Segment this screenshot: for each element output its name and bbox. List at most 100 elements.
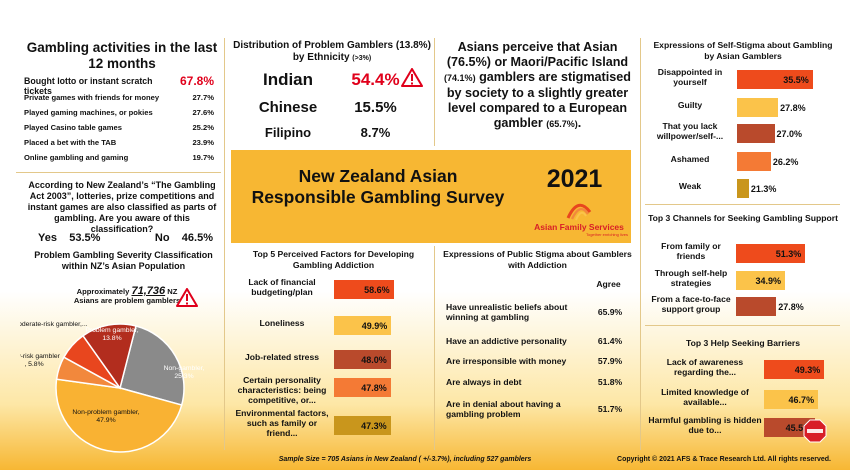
bar-value-label: 34.9%	[755, 276, 782, 286]
pie-slice-label: Problem gambler, 13.8%	[85, 327, 138, 342]
self-stigma-title: Expressions of Self-Stigma about Gamblin…	[653, 40, 833, 61]
yes-value: 53.5%	[69, 232, 101, 244]
bar	[764, 390, 819, 409]
bar	[334, 378, 391, 397]
activity-label: Bought lotto or instant scratch tickets	[24, 76, 153, 96]
org-tagline: Together enriching lives	[585, 232, 628, 237]
perception-line1: Asians perceive that Asian (76.5%) or Ma…	[446, 40, 629, 69]
bar-category-label: Loneliness	[259, 318, 305, 328]
public-stigma-title: Expressions of Public Stigma about Gambl…	[443, 249, 632, 270]
divider	[640, 38, 641, 450]
bar-value-label: 47.8%	[361, 383, 387, 393]
activity-value: 25.2%	[192, 123, 214, 132]
public-stigma-value: 51.8%	[597, 377, 623, 387]
activity-row: Played Casino table games 25.2%	[24, 123, 214, 132]
bar-category-label: Limited knowledge of available...	[661, 387, 749, 407]
activity-label: Played gaming machines, or pokies	[24, 108, 153, 117]
perception-text: Asians perceive that Asian (76.5%) or Ma…	[440, 40, 635, 132]
agree-column-header: Agree	[596, 279, 621, 289]
afs-logo-icon	[566, 203, 592, 221]
public-stigma-label: Are irresponsible with money	[446, 356, 567, 366]
ethnicity-title-text: Distribution of Problem Gamblers (13.8%)…	[233, 40, 431, 63]
perception-pct2: (65.7%)	[546, 119, 578, 129]
activity-value: 67.8%	[179, 74, 214, 88]
activity-row: Placed a bet with the TAB 23.9%	[24, 138, 214, 147]
factors-title: Top 5 Perceived Factors for Developing G…	[252, 249, 415, 270]
activity-value: 23.9%	[192, 138, 214, 147]
stop-sign-icon	[803, 419, 827, 443]
no-label: No	[154, 232, 170, 244]
ethnicity-name: Chinese	[258, 99, 318, 116]
bar-category-label: Ashamed	[670, 154, 710, 164]
bar-value-label: 27.0%	[776, 129, 803, 139]
sample-size-note: Sample Size = 705 Asians in New Zealand …	[278, 456, 532, 463]
approx-number: 71,736	[131, 285, 166, 297]
bar	[737, 124, 775, 143]
public-stigma-label: Are in denial about having a gambling pr…	[446, 399, 561, 419]
banner-year: 2021	[546, 165, 603, 193]
bar-category-label: Through self-help strategies	[654, 268, 728, 288]
bar-value-label: 27.8%	[780, 103, 806, 113]
activity-label: Online gambling and gaming	[24, 153, 129, 162]
channels-title: Top 3 Channels for Seeking Gambling Supp…	[648, 213, 838, 223]
bar-category-label: From a face-to-face support group	[651, 294, 731, 314]
activity-value: 27.7%	[192, 93, 214, 102]
bar	[764, 418, 816, 437]
bar	[737, 152, 771, 171]
public-stigma-value: 57.9%	[597, 356, 623, 366]
bar-value-label: 27.8%	[778, 302, 804, 312]
approx-line2: Asians are problem gamblers	[73, 296, 181, 305]
public-stigma-value: 61.4%	[597, 336, 623, 346]
bar-value-label: 35.5%	[783, 75, 809, 85]
activities-title: Gambling activities in the last 12 month…	[26, 40, 218, 71]
bar-value-label: 58.6%	[364, 285, 390, 295]
bar	[334, 316, 392, 335]
divider	[434, 246, 435, 450]
activity-row: Played gaming machines, or pokies 27.6%	[24, 108, 214, 117]
bar	[334, 416, 391, 435]
bar-value-label: 51.3%	[775, 249, 802, 259]
bar-category-label: From family or friends	[661, 241, 721, 261]
bar-category-label: Lack of awareness regarding the...	[666, 357, 744, 377]
severity-pie-chart: Non-gambler, 25.3% Non-problem gambler, 47.…	[20, 321, 205, 453]
activity-row: Private games with friends for money 27.…	[24, 93, 214, 102]
bar	[764, 360, 825, 379]
divider	[434, 38, 435, 146]
banner-title: New Zealand Asian Responsible Gambling S…	[251, 166, 505, 207]
bar	[334, 280, 394, 299]
ethnicity-value: 8.7%	[360, 125, 391, 140]
bar	[736, 297, 777, 316]
pie-slice-label: Low-risk gambler, 5.8%	[20, 353, 61, 368]
divider	[645, 204, 840, 205]
activity-value: 27.6%	[192, 108, 214, 117]
pie-slice-label: Moderate-risk gambler,...	[20, 321, 88, 328]
warning-icon	[176, 288, 198, 307]
activity-label: Private games with friends for money	[24, 93, 160, 102]
pie-slice	[81, 323, 137, 390]
ethnicity-title-note: (>3%)	[352, 55, 372, 62]
perception-pct1: (74.1%)	[444, 73, 476, 83]
activity-row: Online gambling and gaming 19.7%	[24, 153, 214, 162]
bar	[737, 179, 749, 198]
activity-label: Placed a bet with the TAB	[24, 138, 117, 147]
ethnicity-name: Indian	[262, 70, 314, 89]
activity-row: Bought lotto or instant scratch tickets …	[24, 74, 214, 96]
public-stigma-label: Are always in debt	[446, 377, 522, 387]
ethnicity-title: Distribution of Problem Gamblers (13.8%)…	[232, 40, 432, 65]
public-stigma-value: 65.9%	[597, 307, 623, 317]
divider	[16, 172, 221, 173]
ethnicity-value: 54.4%	[351, 70, 400, 89]
bar-category-label: Job-related stress	[244, 352, 320, 362]
bar-category-label: Certain personality characteristics: bei…	[237, 375, 327, 405]
divider	[645, 325, 840, 326]
no-value: 46.5%	[181, 232, 213, 244]
bar-value-label: 47.3%	[361, 421, 387, 431]
bar-category-label: Disappointed in yourself	[657, 67, 723, 87]
perception-line2: gamblers are stigmatised by society to a…	[446, 70, 631, 130]
bar-value-label: 26.2%	[772, 157, 799, 167]
bar-value-label: 49.3%	[794, 365, 821, 375]
bar-value-label: 21.3%	[750, 184, 777, 194]
bar-value-label: 48.0%	[361, 355, 387, 365]
bar-value-label: 45.5%	[785, 423, 812, 433]
public-stigma-value: 51.7%	[597, 404, 623, 414]
